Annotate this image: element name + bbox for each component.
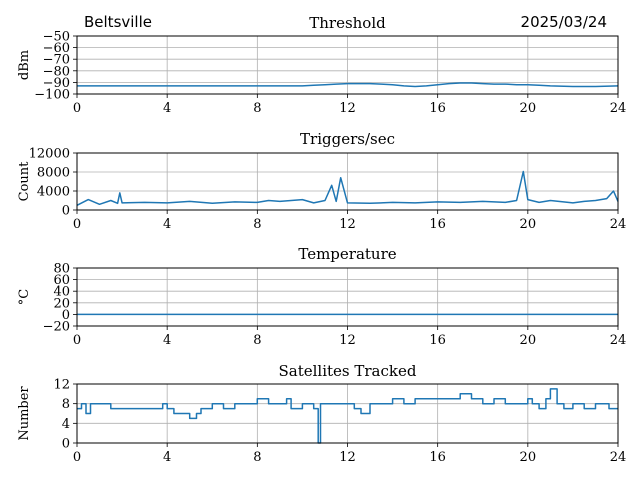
panel-3-ytick-label-5: 80 [53, 262, 70, 277]
panel-2-title: Triggers/sec [300, 130, 395, 148]
panel-3-ytick-label-3: 40 [53, 285, 70, 300]
panel-3-title: Temperature [298, 245, 396, 263]
report-date: 2025/03/24 [520, 13, 607, 31]
panel-3-ytick-label-4: 60 [53, 273, 70, 288]
panel-1-title: Threshold [309, 14, 386, 32]
panel-4-ytick-label-3: 12 [53, 378, 70, 393]
panel-1-ytick-label-2: −80 [43, 64, 70, 79]
panel-3-xtick-label-4: 16 [429, 333, 446, 348]
panel-2-xtick-label-6: 24 [610, 217, 627, 232]
panel-1-ytick-label-1: −90 [43, 76, 70, 91]
panel-4-title: Satellites Tracked [279, 362, 417, 380]
panel-2-xtick-label-3: 12 [339, 217, 356, 232]
panel-4-xtick-label-2: 8 [253, 450, 261, 465]
panel-2-xtick-label-5: 20 [520, 217, 537, 232]
panel-2-ylabel: Count [17, 161, 32, 202]
station-name: Beltsville [84, 13, 152, 31]
panel-4-ytick-label-0: 0 [62, 437, 70, 452]
panel-3-xtick-label-3: 12 [339, 333, 356, 348]
panel-2-xtick-label-1: 4 [163, 217, 171, 232]
panel-4-series-1 [77, 388, 618, 444]
panel-4-xtick-label-4: 16 [429, 450, 446, 465]
panel-4-ytick-label-1: 4 [62, 417, 70, 432]
panel-4-xtick-label-1: 4 [163, 450, 171, 465]
panel-2-ytick-label-3: 12000 [29, 147, 70, 162]
panel-1-xtick-label-6: 24 [610, 101, 627, 116]
panel-1-ytick-label-3: −70 [43, 53, 70, 68]
panel-1-ytick-label-5: −50 [43, 30, 70, 45]
panel-4-xtick-label-3: 12 [339, 450, 356, 465]
panel-2-xtick-label-2: 8 [253, 217, 261, 232]
panel-3-ytick-label-2: 20 [53, 296, 70, 311]
panel-4-xtick-label-6: 24 [610, 450, 627, 465]
panel-3-xtick-label-0: 0 [73, 333, 81, 348]
panel-3-xtick-label-1: 4 [163, 333, 171, 348]
panel-4-xtick-label-0: 0 [73, 450, 81, 465]
panel-3-xtick-label-5: 20 [520, 333, 537, 348]
panel-3-xtick-label-6: 24 [610, 333, 627, 348]
panel-4-ylabel: Number [17, 386, 32, 441]
panel-2-ytick-label-0: 0 [62, 204, 70, 219]
panel-2-xtick-label-0: 0 [73, 217, 81, 232]
panel-1-ytick-label-4: −60 [43, 41, 70, 56]
panel-1-xtick-label-5: 20 [520, 101, 537, 116]
panel-4-ytick-label-2: 8 [62, 397, 70, 412]
panel-1-xtick-label-4: 16 [429, 101, 446, 116]
panel-3-ytick-label-0: −20 [43, 320, 70, 335]
panel-1-ylabel: dBm [17, 50, 32, 80]
panel-3-ytick-label-1: 0 [62, 308, 70, 323]
panel-1-series-1 [77, 82, 619, 88]
panel-1-xtick-label-1: 4 [163, 101, 171, 116]
panel-3-xtick-label-2: 8 [253, 333, 261, 348]
panel-4-xtick-label-5: 20 [520, 450, 537, 465]
panel-2-ytick-label-1: 4000 [37, 185, 70, 200]
panel-2-ytick-label-2: 8000 [37, 166, 70, 181]
panel-2-xtick-label-4: 16 [429, 217, 446, 232]
panel-3-ylabel: °C [17, 289, 32, 306]
panel-2-series-1 [76, 170, 619, 206]
panel-1-xtick-label-3: 12 [339, 101, 356, 116]
panel-1-xtick-label-2: 8 [253, 101, 261, 116]
panel-1-xtick-label-0: 0 [73, 101, 81, 116]
panel-1-ytick-label-0: −100 [34, 88, 70, 103]
